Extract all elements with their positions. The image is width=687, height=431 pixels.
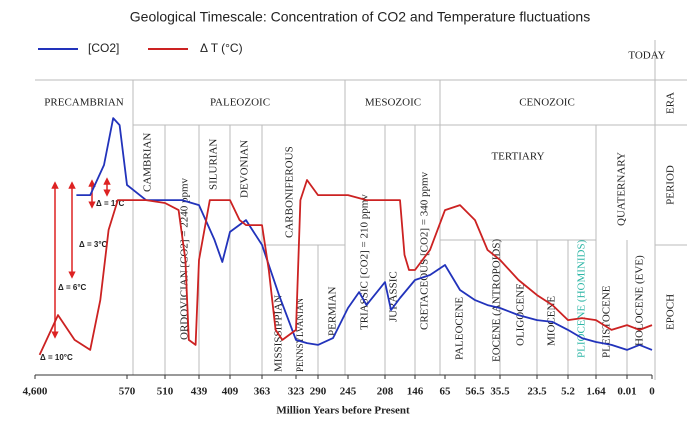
period-label: JURASSIC [388, 271, 400, 322]
delta-annotation: Δ = 1°C [96, 199, 125, 208]
x-tick-label: 510 [157, 386, 174, 398]
row-label: PERIOD [665, 165, 677, 205]
delta-annotation: Δ = 10°C [40, 353, 73, 362]
x-tick-label: 4,600 [23, 386, 48, 398]
period-label: SILURIAN [208, 139, 220, 190]
delta-annotation: Δ = 6°C [58, 283, 87, 292]
era-label: CENOZOIC [519, 97, 575, 109]
today-label: TODAY [628, 50, 665, 62]
series-line [76, 117, 653, 351]
x-tick-label: 56.5 [465, 386, 485, 398]
row-label: ERA [665, 92, 677, 114]
x-tick-label: 290 [310, 386, 327, 398]
x-tick-label: 439 [191, 386, 208, 398]
row-label: EPOCH [665, 294, 677, 330]
table-grid [35, 40, 687, 380]
epoch-label: PALEOCENE [454, 297, 466, 360]
x-tick-label: 363 [254, 386, 271, 398]
epoch-label: OLIGOCENE [515, 283, 527, 346]
epoch-label: HOLOCENE (EVE) [634, 255, 646, 346]
epoch-label: PENNSYLVANIAN [295, 297, 305, 372]
chart-title: Geological Timescale: Concentration of C… [130, 9, 590, 25]
era-label: PRECAMBRIAN [44, 97, 124, 109]
x-tick-label: 5.2 [561, 386, 575, 398]
epoch-label: PLEISTOCENE [601, 285, 613, 358]
era-label: MESOZOIC [365, 97, 421, 109]
x-tick-label: 409 [222, 386, 239, 398]
epoch-label: EOCENE (ANTROPOIDS) [491, 239, 503, 362]
x-tick-label: 0 [649, 386, 655, 398]
x-tick-label: 0.01 [617, 386, 636, 398]
x-tick-label: 65 [440, 386, 452, 398]
x-tick-label: 23.5 [527, 386, 547, 398]
delta-arrows [51, 177, 111, 339]
x-axis-title: Million Years before Present [276, 405, 410, 417]
x-tick-label: 208 [377, 386, 394, 398]
delta-annotation: Δ = 3°C [79, 240, 108, 249]
x-tick-label: 35.5 [490, 386, 510, 398]
period-label: QUATERNARY [616, 152, 628, 226]
x-tick-label: 245 [340, 386, 357, 398]
x-tick-label: 323 [288, 386, 305, 398]
period-label: CAMBRIAN [142, 133, 154, 192]
period-label: TERTIARY [491, 151, 544, 163]
period-label: CRETACEOUS [CO2] = 340 ppmv [419, 171, 431, 330]
epoch-label: PLIOCENE (HOMINIDS) [576, 239, 588, 358]
period-label: TRIASSIC [CO2] = 210 ppmv [359, 194, 371, 330]
x-tick-label: 146 [407, 386, 424, 398]
series-line [38, 179, 653, 356]
period-label: DEVONIAN [239, 140, 251, 198]
x-tick-label: 1.64 [586, 386, 606, 398]
epoch-label: PERMIAN [327, 286, 339, 336]
period-label: CARBONIFEROUS [284, 146, 296, 238]
legend-label: [CO2] [88, 41, 119, 55]
era-label: PALEOZOIC [210, 97, 270, 109]
x-tick-label: 570 [119, 386, 136, 398]
legend-label: Δ T (°C) [200, 41, 243, 55]
